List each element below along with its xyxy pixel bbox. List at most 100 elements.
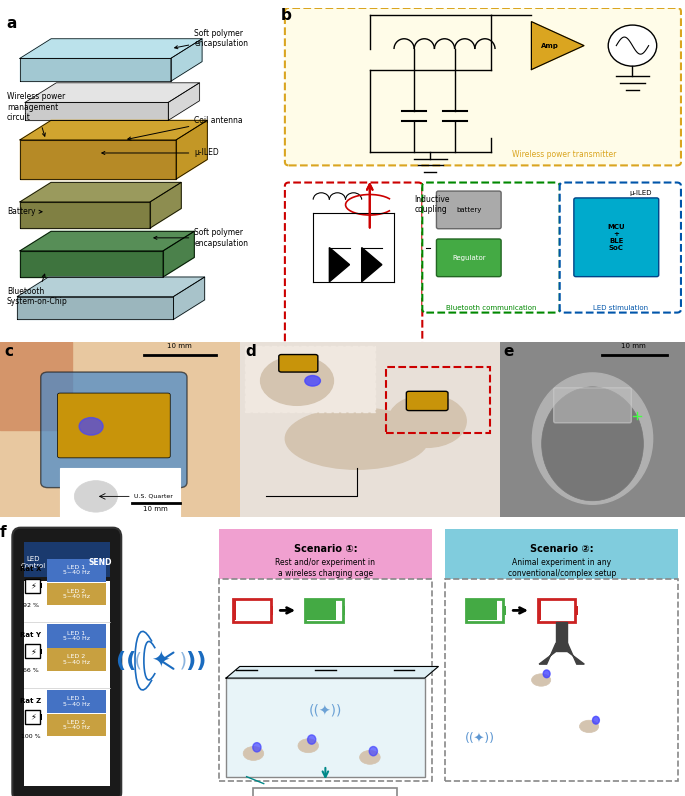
- Bar: [40, 583, 42, 588]
- Text: Inductive
coupling: Inductive coupling: [414, 195, 450, 214]
- Text: Animal experiment in any
conventional/complex setup: Animal experiment in any conventional/co…: [508, 558, 616, 578]
- Text: LED 1
5~40 Hz: LED 1 5~40 Hz: [63, 565, 90, 576]
- Bar: [47, 690, 106, 713]
- Text: ((      )): (( )): [127, 651, 195, 670]
- Bar: [253, 788, 397, 796]
- FancyBboxPatch shape: [279, 354, 318, 372]
- Text: Wireless power
management
circuit: Wireless power management circuit: [7, 92, 65, 136]
- FancyBboxPatch shape: [406, 392, 448, 411]
- Circle shape: [74, 481, 118, 512]
- Text: Scenario ①:: Scenario ①:: [294, 544, 357, 553]
- Text: ⚡: ⚡: [30, 712, 36, 722]
- Bar: [503, 606, 506, 615]
- Bar: [60, 468, 179, 517]
- Bar: [25, 710, 40, 724]
- Text: f: f: [0, 525, 7, 540]
- Ellipse shape: [360, 751, 380, 764]
- Polygon shape: [173, 277, 205, 319]
- Text: d: d: [245, 344, 256, 359]
- Text: Rat X: Rat X: [20, 567, 42, 572]
- Circle shape: [79, 418, 103, 435]
- Text: LED 2
5~40 Hz: LED 2 5~40 Hz: [63, 654, 90, 665]
- Bar: [40, 649, 42, 654]
- Polygon shape: [20, 251, 163, 277]
- Bar: [539, 600, 541, 620]
- Text: MCU
+
BLE
SoC: MCU + BLE SoC: [608, 224, 625, 251]
- Ellipse shape: [580, 720, 599, 732]
- Bar: [40, 714, 42, 720]
- Polygon shape: [226, 666, 438, 678]
- Text: Rest and/or experiment in
a wireless charging cage: Rest and/or experiment in a wireless cha…: [275, 558, 375, 578]
- Text: battery: battery: [456, 207, 482, 213]
- Polygon shape: [20, 202, 150, 228]
- Text: LED 2
5~40 Hz: LED 2 5~40 Hz: [63, 588, 90, 599]
- Text: LED
Control: LED Control: [21, 556, 45, 569]
- Circle shape: [308, 735, 316, 744]
- Ellipse shape: [285, 408, 429, 470]
- Text: LED 2
5~40 Hz: LED 2 5~40 Hz: [63, 720, 90, 731]
- Bar: [305, 599, 342, 622]
- Text: μ-ILED: μ-ILED: [102, 149, 219, 158]
- Polygon shape: [556, 622, 567, 643]
- FancyBboxPatch shape: [285, 8, 681, 166]
- Text: Bluetooth communication: Bluetooth communication: [446, 305, 536, 311]
- Bar: [219, 579, 432, 781]
- Bar: [467, 600, 497, 620]
- Polygon shape: [20, 39, 202, 58]
- Bar: [538, 599, 575, 622]
- Circle shape: [388, 395, 466, 447]
- FancyBboxPatch shape: [574, 198, 659, 277]
- Text: Amp: Amp: [540, 43, 558, 49]
- Polygon shape: [169, 83, 199, 120]
- Text: 100 %: 100 %: [21, 734, 40, 739]
- Ellipse shape: [532, 373, 653, 505]
- Ellipse shape: [542, 387, 643, 501]
- Polygon shape: [150, 182, 182, 228]
- Text: 92 %: 92 %: [23, 603, 39, 607]
- FancyBboxPatch shape: [560, 182, 681, 313]
- Text: Soft polymer
encapsulation: Soft polymer encapsulation: [175, 29, 248, 49]
- Text: 10 mm: 10 mm: [621, 343, 645, 349]
- Bar: [24, 581, 110, 786]
- Polygon shape: [17, 297, 173, 319]
- Bar: [245, 345, 375, 412]
- Polygon shape: [17, 277, 205, 297]
- Bar: [466, 599, 503, 622]
- Polygon shape: [163, 232, 195, 277]
- Bar: [575, 606, 578, 615]
- Polygon shape: [20, 182, 182, 202]
- Text: a: a: [7, 16, 17, 31]
- Bar: [47, 559, 106, 582]
- Text: ⚡: ⚡: [30, 581, 36, 590]
- Circle shape: [260, 357, 334, 405]
- Bar: [271, 606, 273, 615]
- Text: LED stimulation: LED stimulation: [593, 305, 648, 311]
- FancyBboxPatch shape: [436, 239, 501, 277]
- Text: μ-ILED: μ-ILED: [630, 189, 652, 196]
- Polygon shape: [20, 232, 195, 251]
- Text: ⚡: ⚡: [30, 647, 36, 656]
- Text: ((✦)): ((✦)): [464, 732, 495, 744]
- Bar: [47, 583, 106, 605]
- Polygon shape: [25, 103, 169, 120]
- Polygon shape: [25, 83, 199, 103]
- Text: ((  ✦  )): (( ✦ )): [116, 650, 206, 671]
- Bar: [342, 606, 345, 615]
- FancyBboxPatch shape: [58, 393, 170, 458]
- Polygon shape: [362, 248, 382, 282]
- Polygon shape: [539, 643, 556, 664]
- Text: Soft polymer
encapsulation: Soft polymer encapsulation: [154, 228, 248, 248]
- Bar: [219, 529, 432, 781]
- Circle shape: [608, 25, 657, 66]
- Bar: [306, 600, 336, 620]
- Polygon shape: [20, 140, 176, 179]
- Polygon shape: [171, 39, 202, 81]
- Bar: [445, 579, 678, 781]
- FancyBboxPatch shape: [436, 191, 501, 228]
- Bar: [25, 645, 40, 658]
- Bar: [219, 529, 432, 579]
- Circle shape: [369, 747, 377, 755]
- Circle shape: [593, 716, 599, 724]
- Bar: [556, 643, 567, 651]
- Text: 66 %: 66 %: [23, 668, 38, 673]
